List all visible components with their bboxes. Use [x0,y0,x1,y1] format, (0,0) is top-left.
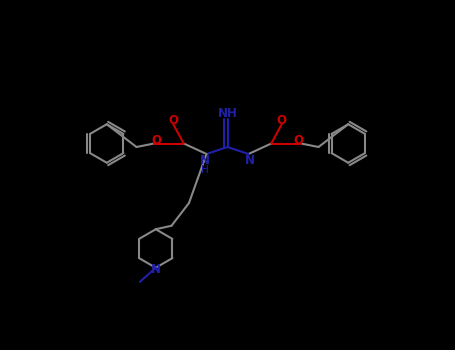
Text: N: N [245,154,255,168]
Text: N: N [200,154,210,168]
Text: NH: NH [217,107,238,120]
Text: O: O [277,114,287,127]
Text: O: O [152,133,162,147]
Text: O: O [293,133,303,147]
Text: N: N [151,263,161,276]
Text: O: O [168,114,178,127]
Text: H: H [201,165,209,175]
